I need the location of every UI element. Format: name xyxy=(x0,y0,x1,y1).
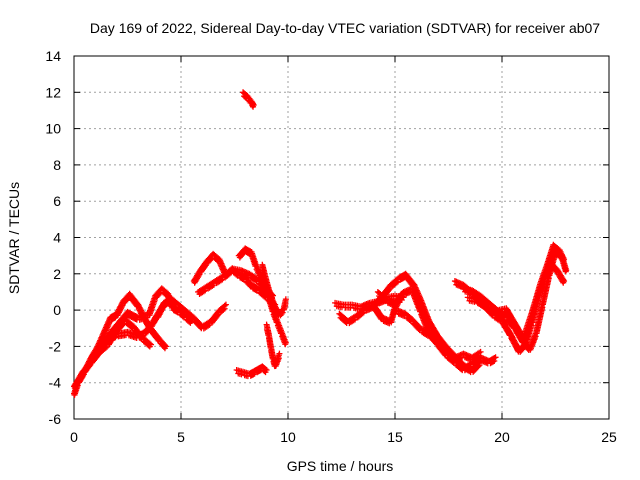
grid-lines xyxy=(74,56,609,419)
data-markers xyxy=(394,307,484,363)
series-arc-12 xyxy=(240,89,257,110)
data-markers xyxy=(263,321,283,370)
series-arc-10 xyxy=(263,321,283,370)
series-arc-5 xyxy=(154,294,229,332)
data-markers xyxy=(233,363,270,380)
y-tick-label: 4 xyxy=(53,230,61,246)
y-tick-label: -6 xyxy=(49,411,62,427)
data-markers xyxy=(154,294,229,332)
data-marks xyxy=(71,89,570,399)
y-tick-label: -2 xyxy=(49,338,62,354)
data-markers xyxy=(259,261,289,319)
series-arc-9 xyxy=(259,261,289,319)
y-tick-label: 10 xyxy=(45,121,61,137)
x-tick-label: 25 xyxy=(601,429,617,445)
y-tick-label: 8 xyxy=(53,157,61,173)
series-arc-17 xyxy=(394,307,484,363)
y-tick-label: 6 xyxy=(53,193,61,209)
x-tick-label: 0 xyxy=(70,429,78,445)
series-arc-11 xyxy=(233,363,270,380)
y-tick-label: -4 xyxy=(49,375,62,391)
x-tick-label: 15 xyxy=(387,429,403,445)
series-arc-20 xyxy=(460,241,568,343)
y-tick-label: 2 xyxy=(53,266,61,282)
y-axis-label: SDTVAR / TECUs xyxy=(6,182,22,294)
x-tick-label: 10 xyxy=(280,429,296,445)
y-tick-label: 0 xyxy=(53,302,61,318)
series-arc-1 xyxy=(71,290,170,399)
data-markers xyxy=(71,290,170,399)
y-tick-label: 12 xyxy=(45,84,61,100)
y-tick-label: 14 xyxy=(45,48,61,64)
x-axis-label: GPS time / hours xyxy=(287,458,394,474)
data-markers xyxy=(240,89,257,110)
chart-title: Day 169 of 2022, Sidereal Day-to-day VTE… xyxy=(90,20,600,36)
x-tick-label: 20 xyxy=(494,429,510,445)
x-tick-label: 5 xyxy=(177,429,185,445)
axis-ticks: 0 5 10 15 20 25 -6 -4 -2 0 2 4 6 8 10 12 14 xyxy=(45,48,617,445)
data-markers xyxy=(460,241,568,343)
